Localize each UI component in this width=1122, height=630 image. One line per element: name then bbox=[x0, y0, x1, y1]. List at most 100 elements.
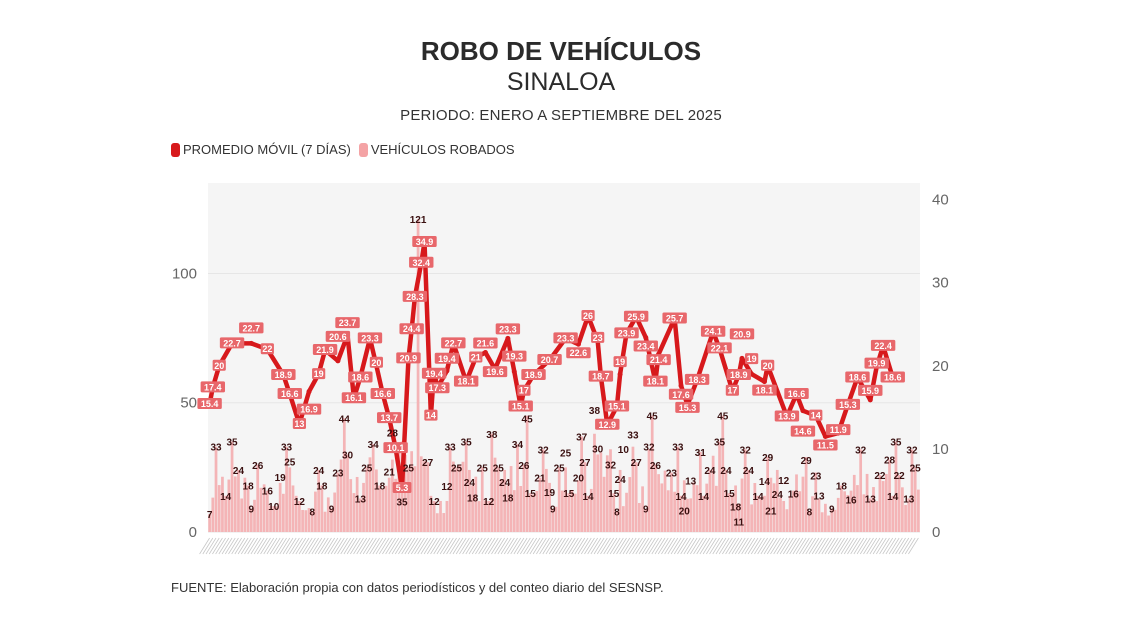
bar-data-label: 25 bbox=[493, 463, 505, 474]
right-tick-label: 0 bbox=[932, 524, 940, 541]
line-data-label: 19 bbox=[314, 369, 324, 379]
bar bbox=[573, 493, 577, 532]
bar bbox=[381, 488, 385, 532]
x-tick-label bbox=[532, 537, 544, 555]
bar bbox=[737, 503, 741, 532]
line-label-bg bbox=[845, 371, 870, 383]
x-tick-label bbox=[455, 537, 467, 555]
x-tick-label bbox=[629, 537, 640, 555]
line-label-bg bbox=[809, 409, 823, 421]
bar bbox=[548, 482, 551, 532]
line-data-label: 16.6 bbox=[374, 389, 392, 399]
bar bbox=[285, 446, 288, 532]
bar bbox=[468, 469, 471, 532]
bar bbox=[240, 498, 244, 532]
bar bbox=[798, 491, 802, 532]
line-label-bg bbox=[761, 359, 775, 371]
x-tick-label bbox=[625, 537, 637, 555]
bar-data-label: 35 bbox=[396, 498, 408, 509]
bar bbox=[724, 469, 728, 532]
line-label-bg bbox=[553, 332, 578, 344]
line-label-bg bbox=[774, 410, 800, 422]
bar-data-label: 16 bbox=[262, 487, 274, 498]
bar bbox=[763, 495, 766, 532]
x-tick-label bbox=[308, 537, 319, 555]
x-tick-label bbox=[635, 537, 647, 555]
x-tick-label bbox=[407, 537, 419, 555]
x-tick-label bbox=[648, 537, 659, 555]
x-tick-label bbox=[221, 537, 233, 555]
bar bbox=[708, 469, 712, 532]
line-data-label: 17.4 bbox=[204, 382, 222, 392]
legend-label-moving-average: PROMEDIO MÓVIL (7 DÍAS) bbox=[183, 142, 351, 157]
bar-data-label: 24 bbox=[704, 466, 716, 477]
line-data-label: 17.3 bbox=[429, 383, 447, 393]
line-data-label: 20.9 bbox=[400, 353, 418, 363]
bar bbox=[474, 476, 478, 532]
bar bbox=[769, 477, 773, 532]
line-data-label: 21.9 bbox=[316, 345, 334, 355]
bar-data-label: 22 bbox=[894, 471, 906, 482]
bar bbox=[679, 495, 683, 532]
legend-item-stolen-vehicles[interactable]: VEHÍCULOS ROBADOS bbox=[358, 142, 515, 157]
x-tick-label bbox=[491, 537, 502, 555]
bar bbox=[650, 415, 654, 532]
bar bbox=[580, 436, 584, 532]
line-point bbox=[505, 335, 511, 341]
bar bbox=[766, 457, 770, 532]
bar bbox=[621, 506, 625, 532]
x-tick-label bbox=[802, 537, 813, 555]
line-data-label: 20.7 bbox=[541, 355, 559, 365]
x-tick-label bbox=[375, 537, 387, 555]
x-tick-label bbox=[439, 537, 451, 555]
bar-data-label: 21 bbox=[384, 468, 396, 479]
x-tick-label bbox=[279, 537, 291, 555]
bar bbox=[875, 501, 879, 532]
line-point bbox=[482, 350, 488, 356]
bar bbox=[602, 476, 606, 532]
x-tick-label bbox=[545, 537, 557, 555]
x-tick-label bbox=[680, 537, 692, 555]
bar-data-label: 18 bbox=[243, 481, 255, 492]
bar-data-label: 33 bbox=[627, 431, 639, 442]
x-tick-label bbox=[420, 537, 432, 555]
line-label-bg bbox=[277, 388, 302, 400]
bar bbox=[647, 449, 651, 532]
bar bbox=[394, 478, 397, 532]
bar-data-label: 27 bbox=[631, 458, 643, 469]
x-tick-label bbox=[789, 537, 801, 555]
bar-data-label: 121 bbox=[410, 215, 427, 226]
line-label-bg bbox=[508, 400, 533, 412]
x-tick-label bbox=[516, 537, 528, 555]
bar bbox=[878, 475, 882, 532]
bar-data-label: 28 bbox=[387, 429, 399, 440]
bar bbox=[535, 490, 539, 532]
line-label-bg bbox=[292, 417, 307, 429]
bar bbox=[323, 511, 327, 532]
x-tick-label bbox=[497, 537, 509, 555]
bar bbox=[532, 494, 535, 532]
bar-data-label: 44 bbox=[339, 414, 351, 425]
x-tick-label bbox=[587, 537, 599, 555]
line-label-bg bbox=[726, 368, 751, 380]
bar-data-label: 30 bbox=[342, 450, 354, 461]
legend-item-moving-average[interactable]: PROMEDIO MÓVIL (7 DÍAS) bbox=[171, 142, 351, 157]
line-data-label: 10.1 bbox=[387, 443, 405, 453]
x-tick-label bbox=[696, 537, 708, 555]
line-data-label: 18.9 bbox=[730, 370, 748, 380]
bar bbox=[772, 483, 776, 532]
line-label-bg bbox=[296, 403, 322, 415]
bar bbox=[342, 418, 346, 532]
line-data-label: 5.3 bbox=[396, 483, 409, 493]
x-tick-label bbox=[875, 537, 887, 555]
bar bbox=[419, 456, 423, 532]
x-tick-label bbox=[815, 537, 826, 555]
bar bbox=[705, 483, 709, 532]
bar bbox=[269, 505, 272, 532]
line-label-bg bbox=[197, 398, 222, 410]
x-tick-label bbox=[465, 537, 477, 555]
bar bbox=[631, 446, 635, 532]
bar bbox=[551, 508, 555, 532]
bar bbox=[403, 454, 407, 532]
line-label-bg bbox=[623, 310, 649, 322]
